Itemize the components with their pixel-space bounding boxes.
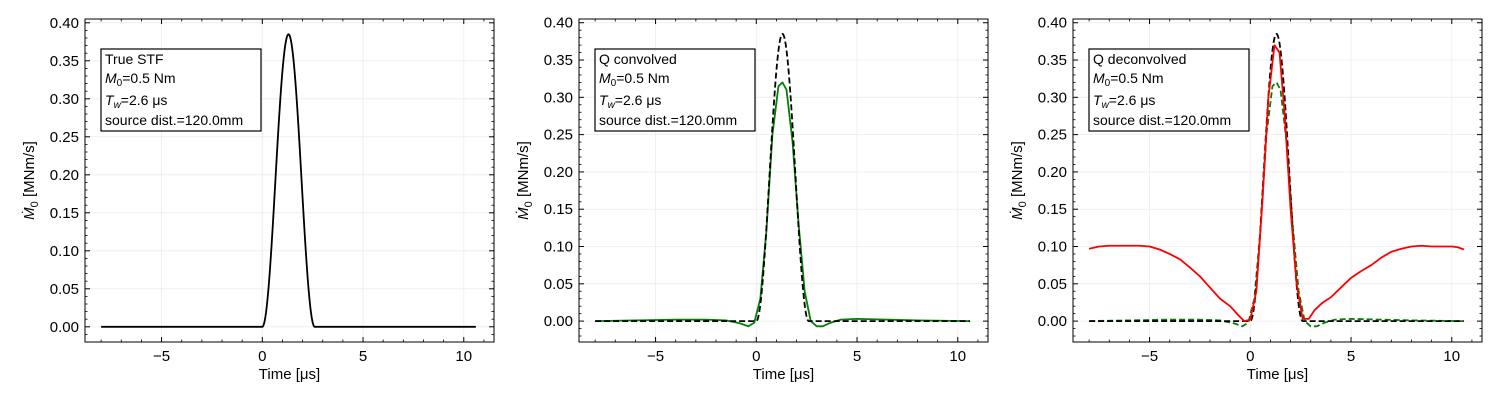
- series-group: [1088, 33, 1465, 328]
- y-tick-label: 0.05: [1038, 276, 1067, 293]
- y-tick-label: 0.35: [50, 53, 79, 70]
- ticks: [85, 19, 494, 343]
- panel-true-stf: −5 0 5 10 0.00 0.05 0.10 0.15 0.20 0.25 0.30 0.35 0.…: [21, 15, 495, 383]
- y-tick-label: 0.30: [1038, 89, 1067, 106]
- panel-q-convolved: −5 0 5 10 0.00 0.05 0.10 0.15 0.20 0.25 0.30 0.35 0.…: [515, 15, 989, 383]
- y-tick-label: 0.00: [50, 319, 79, 336]
- box-title: Q convolved: [599, 51, 677, 67]
- series-line-0: [1089, 81, 1464, 328]
- y-tick-label: 0.40: [544, 15, 573, 32]
- y-tick-label: 0.25: [50, 129, 79, 146]
- ticks: [1073, 19, 1482, 342]
- y-tick-label: 0.15: [1038, 201, 1067, 218]
- x-tick-label: 0: [752, 348, 760, 365]
- box-moment: M0=0.5 Nm: [599, 70, 670, 89]
- y-tick-label: 0.00: [544, 313, 573, 330]
- box-width: Tw=2.6 μs: [599, 92, 661, 111]
- y-tick-label: 0.10: [50, 243, 79, 260]
- y-tick-label: 0.15: [544, 201, 573, 218]
- x-tick-label: 10: [1443, 348, 1460, 365]
- x-tick-label: 5: [853, 348, 861, 365]
- box-title: True STF: [105, 51, 164, 67]
- ticks: [579, 19, 988, 342]
- y-tick-label: 0.15: [50, 205, 79, 222]
- series-line-0: [595, 81, 970, 328]
- series-line-1: [1088, 33, 1465, 323]
- panel-q-deconvolved: −5 0 5 10 0.00 0.05 0.10 0.15 0.20 0.25 0.30 0.35 0.…: [1009, 15, 1483, 383]
- y-axis-label: Ṁ0 [MNm/s]: [515, 141, 535, 220]
- series-line-2: [1088, 44, 1465, 323]
- y-tick-label: 0.05: [544, 276, 573, 293]
- axes-frame: [84, 18, 495, 343]
- y-axis-label: Ṁ0 [MNm/s]: [1009, 141, 1029, 220]
- series-group: [594, 33, 971, 328]
- y-tick-label: 0.35: [544, 52, 573, 69]
- y-tick-label: 0.20: [544, 164, 573, 181]
- y-tick-label: 0.40: [50, 15, 79, 32]
- box-width: Tw=2.6 μs: [1093, 92, 1155, 111]
- box-distance: source dist.=120.0mm: [599, 112, 737, 128]
- y-tick-label: 0.20: [1038, 164, 1067, 181]
- grid: [579, 19, 988, 342]
- axes-frame: [1072, 18, 1483, 343]
- y-tick-label: 0.10: [1038, 239, 1067, 256]
- box-distance: source dist.=120.0mm: [105, 112, 243, 128]
- x-tick-label: −5: [647, 348, 664, 365]
- box-title: Q deconvolved: [1093, 51, 1186, 67]
- x-tick-label: 10: [455, 348, 472, 365]
- y-tick-label: 0.40: [1038, 15, 1067, 32]
- x-axis-label: Time [μs]: [259, 366, 320, 383]
- x-tick-label: 0: [258, 348, 266, 365]
- x-tick-label: 10: [949, 348, 966, 365]
- box-moment: M0=0.5 Nm: [105, 70, 176, 89]
- x-tick-label: 5: [1347, 348, 1355, 365]
- y-tick-label: 0.30: [50, 91, 79, 108]
- box-distance: source dist.=120.0mm: [1093, 112, 1231, 128]
- series-line-0: [100, 33, 477, 328]
- y-tick-label: 0.10: [544, 239, 573, 256]
- x-tick-label: 0: [1246, 348, 1254, 365]
- x-tick-label: 5: [359, 348, 367, 365]
- y-tick-label: 0.25: [1038, 127, 1067, 144]
- y-tick-label: 0.30: [544, 89, 573, 106]
- axes-frame: [578, 18, 989, 343]
- x-axis-label: Time [μs]: [753, 366, 814, 383]
- y-tick-label: 0.00: [1038, 313, 1067, 330]
- series-group: [100, 33, 477, 328]
- y-tick-label: 0.05: [50, 281, 79, 298]
- x-axis-label: Time [μs]: [1247, 366, 1308, 383]
- box-width: Tw=2.6 μs: [105, 92, 167, 111]
- box-moment: M0=0.5 Nm: [1093, 70, 1164, 89]
- y-axis-label: Ṁ0 [MNm/s]: [21, 141, 41, 220]
- x-tick-label: −5: [1141, 348, 1158, 365]
- y-tick-label: 0.25: [544, 127, 573, 144]
- grid: [1073, 19, 1482, 342]
- y-tick-label: 0.20: [50, 167, 79, 184]
- x-tick-label: −5: [153, 348, 170, 365]
- series-line-1: [594, 33, 971, 323]
- y-tick-label: 0.35: [1038, 52, 1067, 69]
